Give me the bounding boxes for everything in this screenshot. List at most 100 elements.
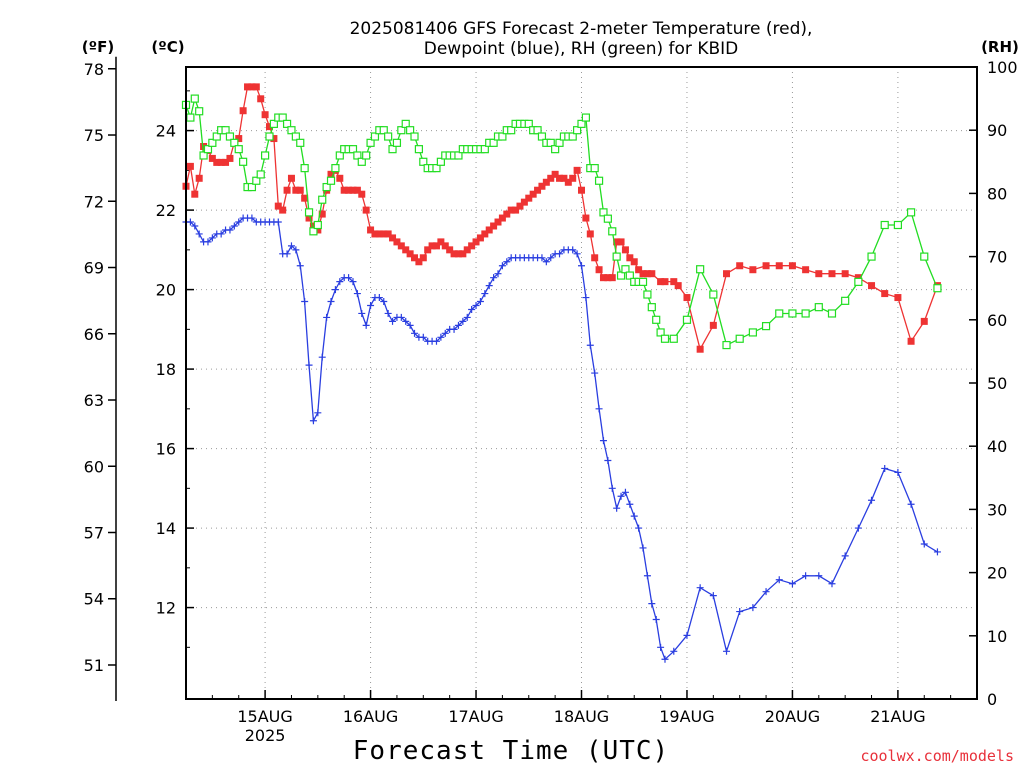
temperature-point (582, 214, 590, 222)
rh-point (612, 252, 621, 261)
rh-point (656, 328, 665, 337)
dewpoint-point (630, 512, 638, 520)
fahrenheit-tick-label: 66 (84, 325, 104, 344)
rh-point (590, 164, 599, 173)
credit-label: coolwx.com/models (860, 747, 1014, 765)
dewpoint-point (485, 282, 493, 290)
temperature-point (621, 246, 629, 254)
rh-point (208, 138, 217, 147)
rh-point (331, 164, 340, 173)
plot-frame (185, 66, 978, 700)
temperature-point (586, 230, 594, 238)
dewpoint-point (604, 457, 612, 465)
rh-point (801, 309, 810, 318)
rh-point (414, 145, 424, 154)
rh-point (212, 132, 221, 141)
temperature-point (441, 242, 449, 250)
rh-tick-label: 50 (987, 374, 1007, 393)
rh-point (696, 265, 705, 274)
temperature-point (327, 170, 335, 178)
temperature-point (639, 270, 647, 278)
rh-point (265, 132, 274, 141)
rh-tick-label: 100 (987, 58, 1018, 77)
rh-point (867, 252, 876, 261)
temperature-point (498, 214, 506, 222)
rh-point (524, 119, 533, 128)
temperature-point (353, 186, 361, 194)
fahrenheit-unit-label: (ºF) (82, 38, 114, 56)
rh-point (621, 265, 630, 274)
dewpoint-point (591, 369, 599, 377)
dewpoint-point (736, 608, 744, 616)
rh-tick-label: 40 (987, 437, 1007, 456)
temperature-point (525, 194, 533, 202)
rh-point (735, 334, 744, 343)
rh-tick-label: 90 (987, 121, 1007, 140)
temperature-point (828, 270, 836, 278)
temperature-point (454, 250, 462, 258)
dewpoint-point (617, 492, 625, 500)
temperature-point (696, 345, 704, 353)
rh-point (256, 170, 265, 179)
rh-point (581, 113, 590, 122)
dewpoint-point (296, 262, 304, 270)
grid-lines (186, 67, 977, 699)
rh-point (454, 151, 463, 160)
dewpoint-point (657, 643, 665, 651)
x-tick-label: 20AUG (765, 707, 820, 726)
rh-point (480, 145, 489, 154)
temperature-point (573, 166, 581, 174)
temperature-point (788, 262, 796, 270)
temperature-point (512, 206, 520, 214)
rh-point (287, 126, 296, 135)
dewpoint-point (542, 258, 550, 266)
rh-point (568, 132, 577, 141)
rh-point (278, 113, 287, 122)
fahrenheit-tick-label: 63 (84, 391, 104, 410)
dewpoint-point (815, 572, 823, 580)
x-tick-sublabel: 2025 (245, 726, 286, 745)
fahrenheit-tick-label: 72 (84, 192, 104, 211)
rh-point (498, 132, 507, 141)
x-tick-label: 19AUG (659, 707, 714, 726)
dewpoint-point (358, 309, 366, 317)
temperature-point (802, 266, 810, 274)
dewpoint-point (595, 405, 603, 413)
dewpoint-point (186, 218, 194, 226)
dewpoint-point (920, 540, 928, 548)
celsius-tick-label: 20 (156, 281, 176, 300)
temperature-point (643, 270, 651, 278)
dewpoint-point (569, 246, 577, 254)
rh-point (906, 208, 916, 217)
dewpoint-point (402, 317, 410, 325)
chart-title-line-2: Dewpoint (blue), RH (green) for KBID (424, 39, 739, 59)
temperature-point (248, 83, 256, 91)
temperature-point (406, 250, 414, 258)
rh-point (652, 315, 661, 324)
dewpoint-point (459, 317, 467, 325)
rh-point (827, 309, 837, 318)
rh-point (282, 119, 292, 128)
dewpoint-point (788, 580, 796, 588)
temperature-point (683, 294, 691, 302)
dewpoint-point (683, 631, 691, 639)
dewpoint-point (933, 548, 941, 556)
temperature-point (318, 210, 326, 218)
rh-point (230, 138, 239, 147)
temperature-point (261, 111, 269, 119)
rh-point (599, 208, 608, 217)
temperature-point (736, 262, 744, 270)
temperature-point (446, 246, 454, 254)
temperature-point (709, 321, 717, 329)
rh-point (722, 340, 731, 350)
dewpoint-point (709, 592, 717, 600)
temperature-point (314, 226, 322, 234)
temperature-point (476, 234, 484, 242)
temperature-point (358, 190, 366, 198)
dewpoint-point (472, 301, 480, 309)
dewpoint-point (441, 329, 449, 337)
fahrenheit-tick-label: 57 (84, 523, 104, 542)
rh-point (537, 132, 547, 141)
temperature-point (591, 254, 599, 262)
rh-point (195, 107, 204, 116)
